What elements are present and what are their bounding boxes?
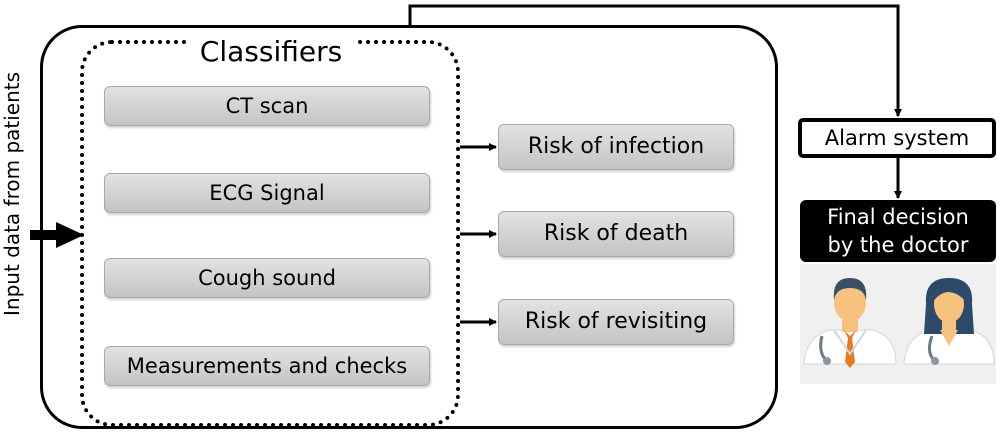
final-decision-line1: Final decision <box>827 205 969 229</box>
arrow-to-alarm <box>408 4 902 117</box>
final-decision-box: Final decision by the doctor <box>800 200 996 262</box>
alarm-system-box: Alarm system <box>798 118 996 158</box>
doctors-illustration <box>800 264 996 384</box>
system-container <box>40 25 778 429</box>
final-decision-line2: by the doctor <box>827 233 969 257</box>
female-doctor-icon <box>903 278 995 365</box>
classifier-ct-scan: CT scan <box>104 86 430 126</box>
doctors-svg <box>803 278 995 368</box>
classifier-measurements: Measurements and checks <box>104 346 430 386</box>
risk-of-death: Risk of death <box>498 211 734 257</box>
classifier-cough-sound: Cough sound <box>104 258 430 298</box>
male-doctor-icon <box>803 278 897 368</box>
classifiers-title: Classifiers <box>188 30 354 74</box>
classifier-ecg-signal: ECG Signal <box>104 173 430 213</box>
input-arrow <box>30 222 84 248</box>
risk-of-infection: Risk of infection <box>498 124 734 170</box>
risk-of-revisiting: Risk of revisiting <box>498 299 734 345</box>
